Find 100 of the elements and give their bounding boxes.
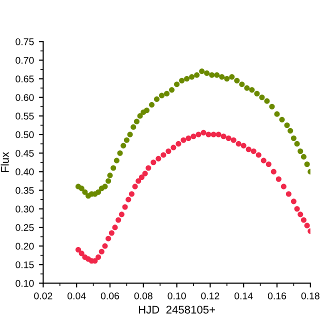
x-tick-label: 0.02 (34, 292, 52, 300)
point (102, 243, 108, 249)
point (264, 98, 270, 104)
y-tick-label: 0.50 (16, 131, 34, 138)
x-tick-label: 0.04 (68, 292, 86, 300)
point (102, 184, 108, 190)
point (239, 82, 245, 88)
point (294, 141, 300, 147)
point (78, 186, 84, 192)
point (190, 134, 196, 140)
point (280, 184, 286, 190)
y-tick-label: 0.60 (16, 94, 34, 101)
y-tick-label: 0.25 (16, 224, 34, 232)
point (116, 217, 122, 223)
point (132, 184, 138, 190)
point (137, 113, 143, 119)
point (199, 68, 205, 74)
point (130, 124, 136, 130)
point (206, 132, 212, 138)
point (270, 168, 276, 174)
point (82, 189, 88, 195)
x-tick-label: 0.18 (301, 292, 320, 300)
point (300, 217, 306, 223)
point (204, 70, 210, 76)
point (146, 165, 152, 171)
point (288, 128, 294, 134)
point (290, 135, 296, 142)
point (274, 111, 280, 117)
point (166, 148, 172, 154)
point (269, 104, 275, 110)
x-tick-label: 0.16 (268, 292, 286, 300)
point (124, 137, 130, 143)
x-tick-label: 0.12 (201, 292, 220, 300)
y-tick-label: 0.70 (16, 56, 34, 64)
point (156, 156, 162, 162)
point (260, 158, 266, 164)
x-tick-label: 0.06 (100, 292, 120, 300)
point (224, 76, 230, 82)
point (96, 189, 102, 195)
point (107, 172, 113, 178)
point (279, 116, 285, 122)
point (240, 142, 246, 148)
point (169, 87, 175, 93)
point (96, 254, 102, 260)
point (284, 122, 290, 128)
point (209, 72, 215, 78)
point (150, 160, 156, 166)
x-tick-label: 0.08 (134, 292, 152, 300)
point (250, 148, 256, 154)
point (127, 132, 133, 138)
point (194, 72, 200, 78)
point (219, 74, 225, 80)
point (110, 165, 116, 171)
point (106, 236, 112, 242)
point (148, 102, 155, 108)
point (244, 85, 250, 91)
point (298, 148, 304, 154)
point (246, 146, 252, 152)
point (304, 222, 310, 228)
point (300, 154, 306, 160)
x-tick-label: 0.10 (168, 292, 186, 300)
point (170, 144, 176, 150)
point (160, 152, 166, 158)
y-tick-label: 0.40 (16, 168, 34, 176)
point (118, 212, 124, 218)
point (294, 206, 300, 212)
point (180, 137, 186, 143)
point (112, 224, 118, 230)
point (117, 150, 123, 156)
point (184, 76, 190, 82)
point (196, 132, 202, 138)
point (122, 204, 128, 210)
y-tick-label: 0.55 (16, 112, 34, 120)
point (230, 137, 236, 143)
y-axis-title: Flux (0, 152, 9, 172)
point (249, 87, 255, 93)
point (276, 176, 282, 182)
point (234, 78, 240, 84)
y-tick-label: 0.10 (16, 280, 34, 287)
point (126, 196, 132, 202)
point (114, 158, 120, 164)
point (136, 178, 142, 184)
point (134, 118, 140, 124)
point (216, 132, 222, 138)
point (254, 90, 260, 96)
point (189, 74, 195, 80)
point (142, 170, 148, 176)
y-tick-label: 0.65 (16, 76, 34, 82)
point (220, 134, 226, 140)
x-axis-title: HJD 2458105+ (138, 306, 216, 314)
point (144, 108, 150, 114)
point (259, 94, 265, 100)
point (236, 141, 242, 147)
point (304, 161, 310, 168)
point (78, 250, 84, 256)
y-tick-label: 0.30 (16, 206, 34, 212)
point (106, 178, 112, 184)
point (210, 132, 216, 138)
point (128, 191, 134, 197)
point (158, 92, 165, 98)
